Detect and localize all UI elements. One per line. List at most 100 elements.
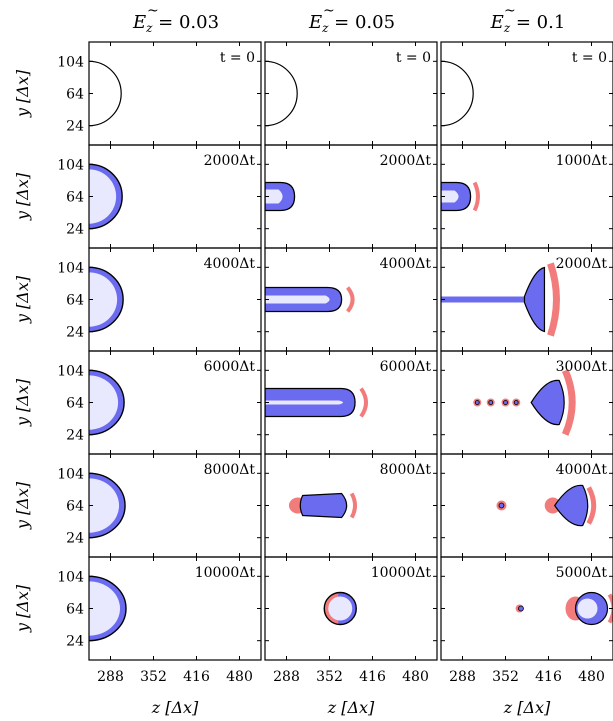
column-header-ez-005: Ez = 0.05 <box>308 12 395 35</box>
y-axis-label: y [Δx] <box>13 378 32 427</box>
jet-interface <box>265 286 343 313</box>
thin-jet <box>441 296 525 303</box>
panel-content <box>89 60 122 127</box>
row-y-axis-3: 104 64 24 y [Δx] <box>13 363 84 443</box>
y-tick-label: 64 <box>66 87 84 103</box>
panel-content <box>89 163 123 230</box>
time-label: 4000Δt <box>204 256 256 272</box>
panel-content <box>473 369 576 436</box>
positive-charge-arc <box>345 286 355 313</box>
tilde-mark: ~ <box>147 3 159 19</box>
x-axis-label: z [Δx] <box>151 698 199 717</box>
droplet-body <box>299 492 348 519</box>
jet-core <box>265 295 330 304</box>
x-tick-label: 416 <box>535 669 562 685</box>
panel-content <box>441 181 480 212</box>
droplet-core <box>328 596 353 621</box>
jet-interface <box>265 181 296 212</box>
jet-interface <box>441 181 472 212</box>
positive-charge-arc <box>586 486 597 525</box>
panel-r5-c0: 10000Δt <box>88 556 262 661</box>
panel-content <box>89 369 125 436</box>
satellite-core <box>488 400 494 405</box>
tilde-mark: ~ <box>504 3 516 19</box>
positive-charge-arc <box>547 262 560 337</box>
time-label: 5000Δt <box>556 565 608 581</box>
time-label: t = 0 <box>220 50 255 66</box>
y-tick-label: 64 <box>66 190 84 206</box>
y-tick-label: 104 <box>57 260 84 276</box>
y-axis-label: y [Δx] <box>13 481 32 530</box>
x-tick-label: 288 <box>273 669 300 685</box>
droplet-interface <box>441 60 474 127</box>
col-x-axis-1: 288 352 416 480 z [Δx] <box>273 669 429 717</box>
x-axis-label: z [Δx] <box>327 698 375 717</box>
x-tick-label: 288 <box>97 669 124 685</box>
panel-content <box>89 575 127 642</box>
panel-r0-c2: t = 0 <box>440 41 613 146</box>
x-tick-label: 480 <box>226 669 253 685</box>
droplet-interface <box>323 591 357 626</box>
column-header-ez-01: Ez = 0.1 <box>490 12 566 35</box>
time-label: 4000Δt <box>556 462 608 478</box>
droplet-bulb <box>530 379 565 426</box>
positive-charge-arc <box>472 181 480 212</box>
y-tick-label: 104 <box>57 157 84 173</box>
panel-r4-c0: 8000Δt <box>88 453 262 558</box>
panel-r5-c2: 5000Δt <box>440 556 613 661</box>
panel-r5-c1: 10000Δt <box>264 556 438 661</box>
satellite-core <box>498 502 505 509</box>
x-axis-labels: 288 352 416 480 z [Δx] 288 352 416 480 z [Δx] 288 3… <box>97 669 605 717</box>
x-tick-label: 352 <box>316 669 343 685</box>
jet-core <box>265 189 283 204</box>
y-axis-label: y [Δx] <box>13 69 32 118</box>
positive-charge-arc <box>359 387 369 418</box>
droplet-core <box>577 598 598 619</box>
panel-content <box>89 266 124 333</box>
x-tick-label: 480 <box>578 669 605 685</box>
y-tick-label: 104 <box>57 54 84 70</box>
y-tick-label: 104 <box>57 363 84 379</box>
row-y-axis-2: 104 64 24 y [Δx] <box>13 260 84 340</box>
y-axis-labels: 104 64 24 y [Δx] 104 64 24 y [Δx] 104 64 24 y [Δx] 1… <box>13 54 84 649</box>
time-label: 10000Δt <box>195 565 256 581</box>
satellite-core <box>474 400 480 405</box>
x-tick-label: 416 <box>359 669 386 685</box>
y-tick-label: 24 <box>66 634 84 650</box>
time-label: 8000Δt <box>380 462 432 478</box>
y-axis-label: y [Δx] <box>13 584 32 633</box>
x-tick-label: 416 <box>183 669 210 685</box>
column-headers: Ez = 0.03 Ez = 0.05 Ez = 0.1 ~ ~ ~ <box>132 3 565 35</box>
tilde-mark: ~ <box>323 3 335 19</box>
jet-core <box>441 190 459 203</box>
panel-content <box>515 591 613 626</box>
panel-content <box>323 591 357 626</box>
panel-r0-c0: t = 0 <box>88 41 262 146</box>
y-tick-label: 24 <box>66 325 84 341</box>
droplet-interface <box>89 575 127 642</box>
panels: t = 0 t = 0 t = 0 2000Δt 2000Δt 1000Δt 4000Δt 4… <box>88 41 613 661</box>
time-label: 6000Δt <box>380 359 432 375</box>
y-tick-label: 24 <box>66 222 84 238</box>
panel-r3-c2: 3000Δt <box>440 350 613 455</box>
panel-content <box>288 492 358 519</box>
panel-r1-c0: 2000Δt <box>88 144 262 249</box>
time-label: t = 0 <box>396 50 431 66</box>
row-y-axis-5: 104 64 24 y [Δx] <box>13 569 84 649</box>
y-tick-label: 64 <box>66 499 84 515</box>
time-label: 1000Δt <box>556 153 608 169</box>
satellite-core <box>513 400 519 405</box>
satellite-core <box>503 400 508 405</box>
panel-r1-c2: 1000Δt <box>440 144 613 249</box>
time-label: 2000Δt <box>380 153 432 169</box>
time-label: 2000Δt <box>556 256 608 272</box>
y-tick-label: 24 <box>66 428 84 444</box>
y-axis-label: y [Δx] <box>13 275 32 324</box>
y-tick-label: 64 <box>66 602 84 618</box>
panel-r2-c1: 4000Δt <box>264 247 438 352</box>
satellite-core <box>518 605 524 612</box>
x-tick-label: 480 <box>402 669 429 685</box>
row-y-axis-1: 104 64 24 y [Δx] <box>13 157 84 237</box>
column-header-ez-003: Ez = 0.03 <box>132 12 219 35</box>
panel-content <box>265 181 296 212</box>
